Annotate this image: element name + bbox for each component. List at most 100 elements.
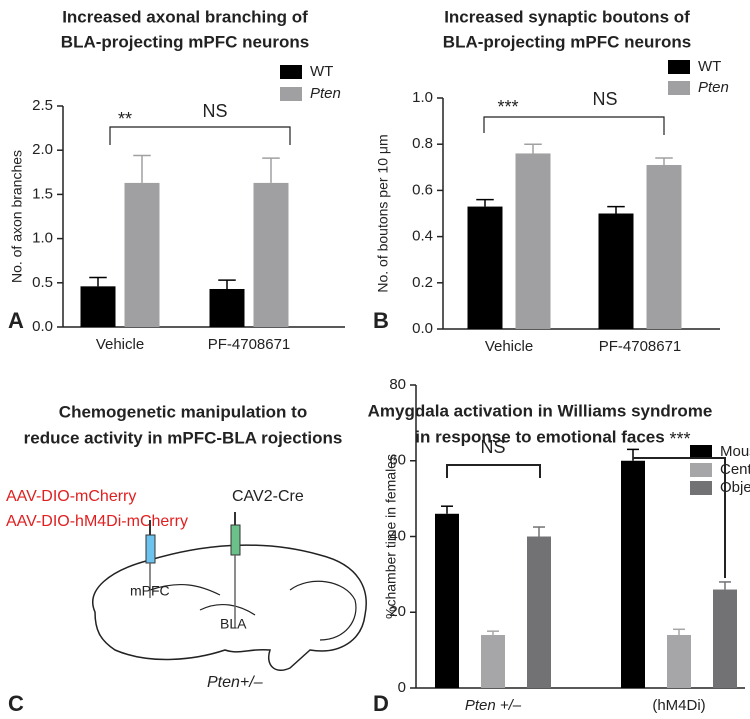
legend-swatch [280,87,302,101]
legend-swatch [280,65,302,79]
y-tick-label: 0.0 [412,320,433,337]
legend-label: Center [720,461,750,478]
y-tick-label: 0.5 [32,274,53,291]
panel-letter: D [373,691,389,716]
chart-title: Increased axonal branching of [62,7,308,26]
significance-label: NS [480,437,505,457]
error-bar [533,526,545,537]
bar [667,634,691,688]
bar [209,288,245,327]
bar [467,206,503,329]
bar [515,153,551,329]
legend-swatch [668,81,690,95]
y-tick-label: 0 [398,679,406,696]
legend-label: WT [698,58,721,75]
x-tick-label: PF-4708671 [208,336,291,353]
legend-label: Mouse [720,443,750,460]
chart-title: Increased synaptic boutons of [444,7,690,26]
x-tick-label: Pten +/– [465,697,522,714]
x-tick-label: PF-4708671 [599,338,682,355]
panel-letter: B [373,308,389,333]
y-tick-label: 2.0 [32,141,53,158]
legend-swatch [690,463,712,477]
bar [80,286,116,327]
panel-c: Chemogenetic manipulation to reduce acti… [6,402,367,716]
panel-letter: C [8,691,24,716]
significance-label: ** [118,109,132,129]
panel-letter: A [8,308,24,333]
injection-label: AAV-DIO-mCherry [6,488,136,505]
significance-bracket [446,464,541,478]
bar [646,164,682,329]
legend-label: Pten [698,79,729,96]
chart-title: in response to emotional faces [415,427,664,446]
legend-swatch [690,481,712,495]
region-label: mPFC [130,583,170,599]
x-tick-label: Vehicle [485,338,533,355]
error-bar [607,205,625,214]
x-tick-label: (hM4Di) [652,697,705,714]
diagram-title: reduce activity in mPFC-BLA rojections [24,428,343,447]
error-bar [487,630,499,635]
chart: Amygdala activation in Williams syndrome… [368,376,750,716]
region-label: BLA [220,616,247,632]
legend-swatch [690,445,712,459]
injection-label: AAV-DIO-hM4Di-mCherry [6,513,188,530]
error-bar [524,143,542,154]
error-bar [218,279,236,289]
y-tick-label: 1.0 [32,230,53,247]
y-tick-label: 20 [389,603,406,620]
x-tick-label: Vehicle [96,336,144,353]
legend-swatch [668,60,690,74]
significance-label: *** [669,429,690,449]
brain-outline [92,544,367,671]
injection-label: CAV2-Cre [232,488,304,505]
error-bar [627,448,639,461]
significance-bracket [633,457,726,578]
y-tick-label: 0.6 [412,181,433,198]
error-bar [262,157,280,183]
significance-label: NS [202,101,227,121]
bar [253,182,289,327]
y-tick-label: 0.0 [32,318,53,335]
error-bar [673,628,685,635]
error-bar [655,157,673,165]
error-bar [476,198,494,207]
error-bar [719,581,731,590]
bar [713,589,737,688]
error-bar [89,276,107,287]
bar [435,513,459,688]
diagram-title: Chemogenetic manipulation to [59,402,307,421]
significance-bracket [141,126,291,145]
significance-bracket [483,116,533,133]
y-tick-label: 80 [389,376,406,393]
significance-label: NS [592,89,617,109]
significance-bracket [533,116,665,135]
y-tick-label: 0.8 [412,135,433,152]
chart-title: Amygdala activation in Williams syndrome [368,401,713,420]
chart: Increased axonal branching of BLA-project… [8,7,345,353]
y-tick-label: 40 [389,527,406,544]
chart-title: BLA-projecting mPFC neurons [443,32,691,51]
legend-label: WT [310,63,333,80]
cerebellum [289,580,357,641]
legend-label: Object [720,479,750,496]
chart-title: BLA-projecting mPFC neurons [61,32,309,51]
y-axis-label: No. of axon branches [9,150,25,283]
y-tick-label: 0.2 [412,274,433,291]
y-tick-label: 1.5 [32,185,53,202]
brain-fold [149,584,256,616]
significance-label: *** [497,97,518,117]
bar [124,182,160,327]
syringe [145,534,156,564]
y-tick-label: 1.0 [412,89,433,106]
bar [481,634,505,688]
y-tick-label: 0.4 [412,228,433,245]
legend-label: Pten [310,85,341,102]
chart: Increased synaptic boutons of BLA-project… [373,7,729,354]
significance-bracket [109,126,141,145]
error-bar [441,505,453,514]
bar [621,460,645,688]
error-bar [133,154,151,183]
